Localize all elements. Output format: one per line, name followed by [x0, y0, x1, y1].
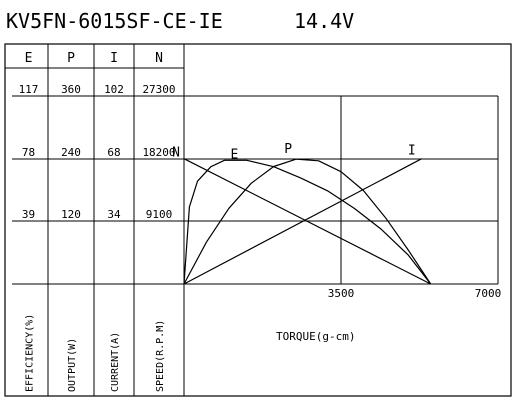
series-line-i [183, 158, 422, 285]
y-tick-label: 117 [19, 83, 39, 96]
y-tick-label: 120 [61, 208, 81, 221]
chart-title: KV5FN-6015SF-CE-IE [6, 9, 223, 33]
series-label-i: I [408, 144, 416, 159]
y-tick-label: 9100 [146, 208, 173, 221]
y-tick-label: 78 [22, 146, 35, 159]
y-tick-label: 240 [61, 146, 81, 159]
y-tick-label: 39 [22, 208, 35, 221]
column-header-i: I [110, 51, 118, 66]
column-header-e: E [25, 51, 33, 66]
x-tick-labels: 3500 7000 [328, 287, 502, 300]
column-header-n: N [155, 51, 163, 66]
series-line-p [183, 158, 432, 285]
y-tick-labels: 117 78 39 360 240 120 102 68 34 27300 18200 9100 [19, 83, 176, 221]
series-label-p: P [284, 142, 292, 157]
y-tick-label: 360 [61, 83, 81, 96]
series-label-e: E [230, 147, 238, 162]
x-axis-label: TORQUE(g-cm) [276, 330, 355, 343]
column-header-p: P [67, 51, 75, 66]
y-tick-label: 18200 [142, 146, 175, 159]
chart-subtitle: 14.4V [294, 9, 354, 33]
y-tick-label: 34 [107, 208, 121, 221]
chart-frame [4, 43, 512, 397]
series-label-n: N [172, 146, 180, 161]
y-tick-label: 102 [104, 83, 124, 96]
y-axis-labels: EFFICIENCY(%) OUTPUT(W) CURRENT(A) SPEED(R.… [25, 314, 167, 392]
y-axis-label: SPEED(R.P.M) [155, 320, 166, 392]
series-line-n [183, 158, 431, 285]
x-tick-label: 7000 [475, 287, 502, 300]
y-axis-label: EFFICIENCY(%) [25, 314, 36, 392]
outer-border [4, 43, 512, 397]
y-axis-label: CURRENT(A) [110, 332, 121, 392]
y-tick-label: 27300 [142, 83, 175, 96]
plot-grid [12, 95, 499, 285]
x-tick-label: 3500 [328, 287, 355, 300]
y-tick-label: 68 [107, 146, 120, 159]
y-axis-label: OUTPUT(W) [67, 338, 78, 392]
